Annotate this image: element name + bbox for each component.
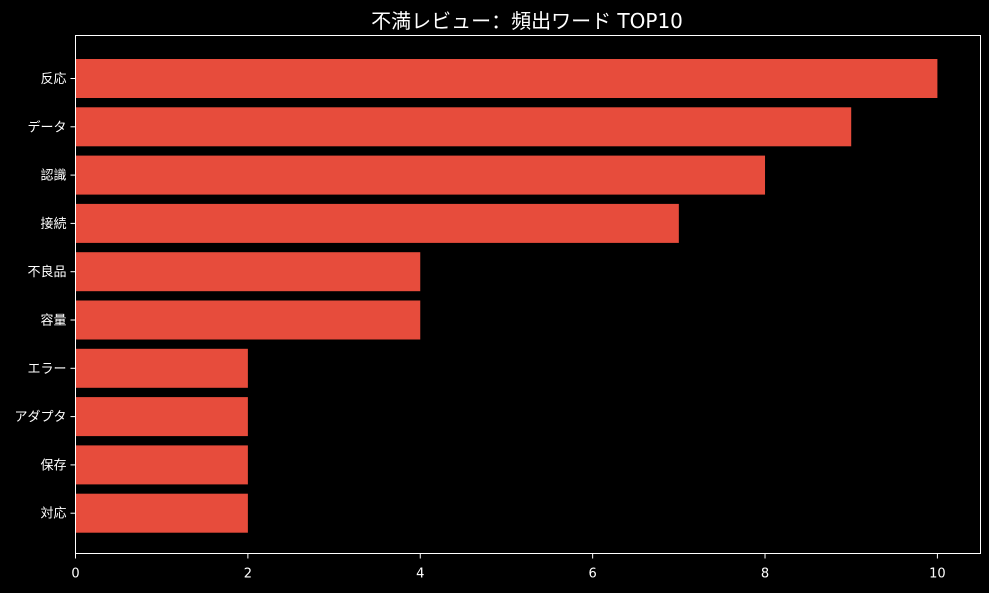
x-tick-label: 0	[71, 567, 79, 582]
bar	[75, 445, 248, 485]
bar	[75, 155, 766, 195]
x-axis-ticks: 0 2 4 6 8 10	[71, 553, 946, 582]
y-tick-label: アダプタ	[14, 410, 66, 425]
y-tick-label: 反応	[40, 72, 66, 87]
bar	[75, 493, 248, 533]
y-tick-label: 保存	[40, 458, 66, 473]
x-tick-label: 6	[589, 567, 597, 582]
y-tick-label: データ	[27, 119, 66, 135]
bar	[75, 348, 248, 388]
plot-frame	[75, 35, 981, 554]
x-tick-label: 8	[761, 567, 769, 582]
bar	[75, 107, 852, 147]
x-tick-label: 2	[244, 567, 252, 582]
bar	[75, 252, 421, 292]
x-tick-label: 4	[416, 567, 424, 582]
chart-title: 不満レビュー：頻出ワード TOP10	[371, 9, 683, 33]
bar	[75, 59, 938, 98]
x-tick-label: 10	[929, 567, 946, 582]
bar	[75, 397, 248, 437]
bars-group	[75, 59, 938, 533]
y-tick-label: 接続	[40, 216, 66, 232]
y-tick-label: 不良品	[27, 264, 66, 280]
bar	[75, 300, 421, 340]
y-tick-label: 認識	[40, 168, 66, 184]
y-tick-label: エラー	[27, 362, 66, 377]
y-tick-label: 対応	[40, 507, 66, 522]
y-tick-label: 容量	[40, 313, 66, 329]
bar	[75, 203, 679, 243]
